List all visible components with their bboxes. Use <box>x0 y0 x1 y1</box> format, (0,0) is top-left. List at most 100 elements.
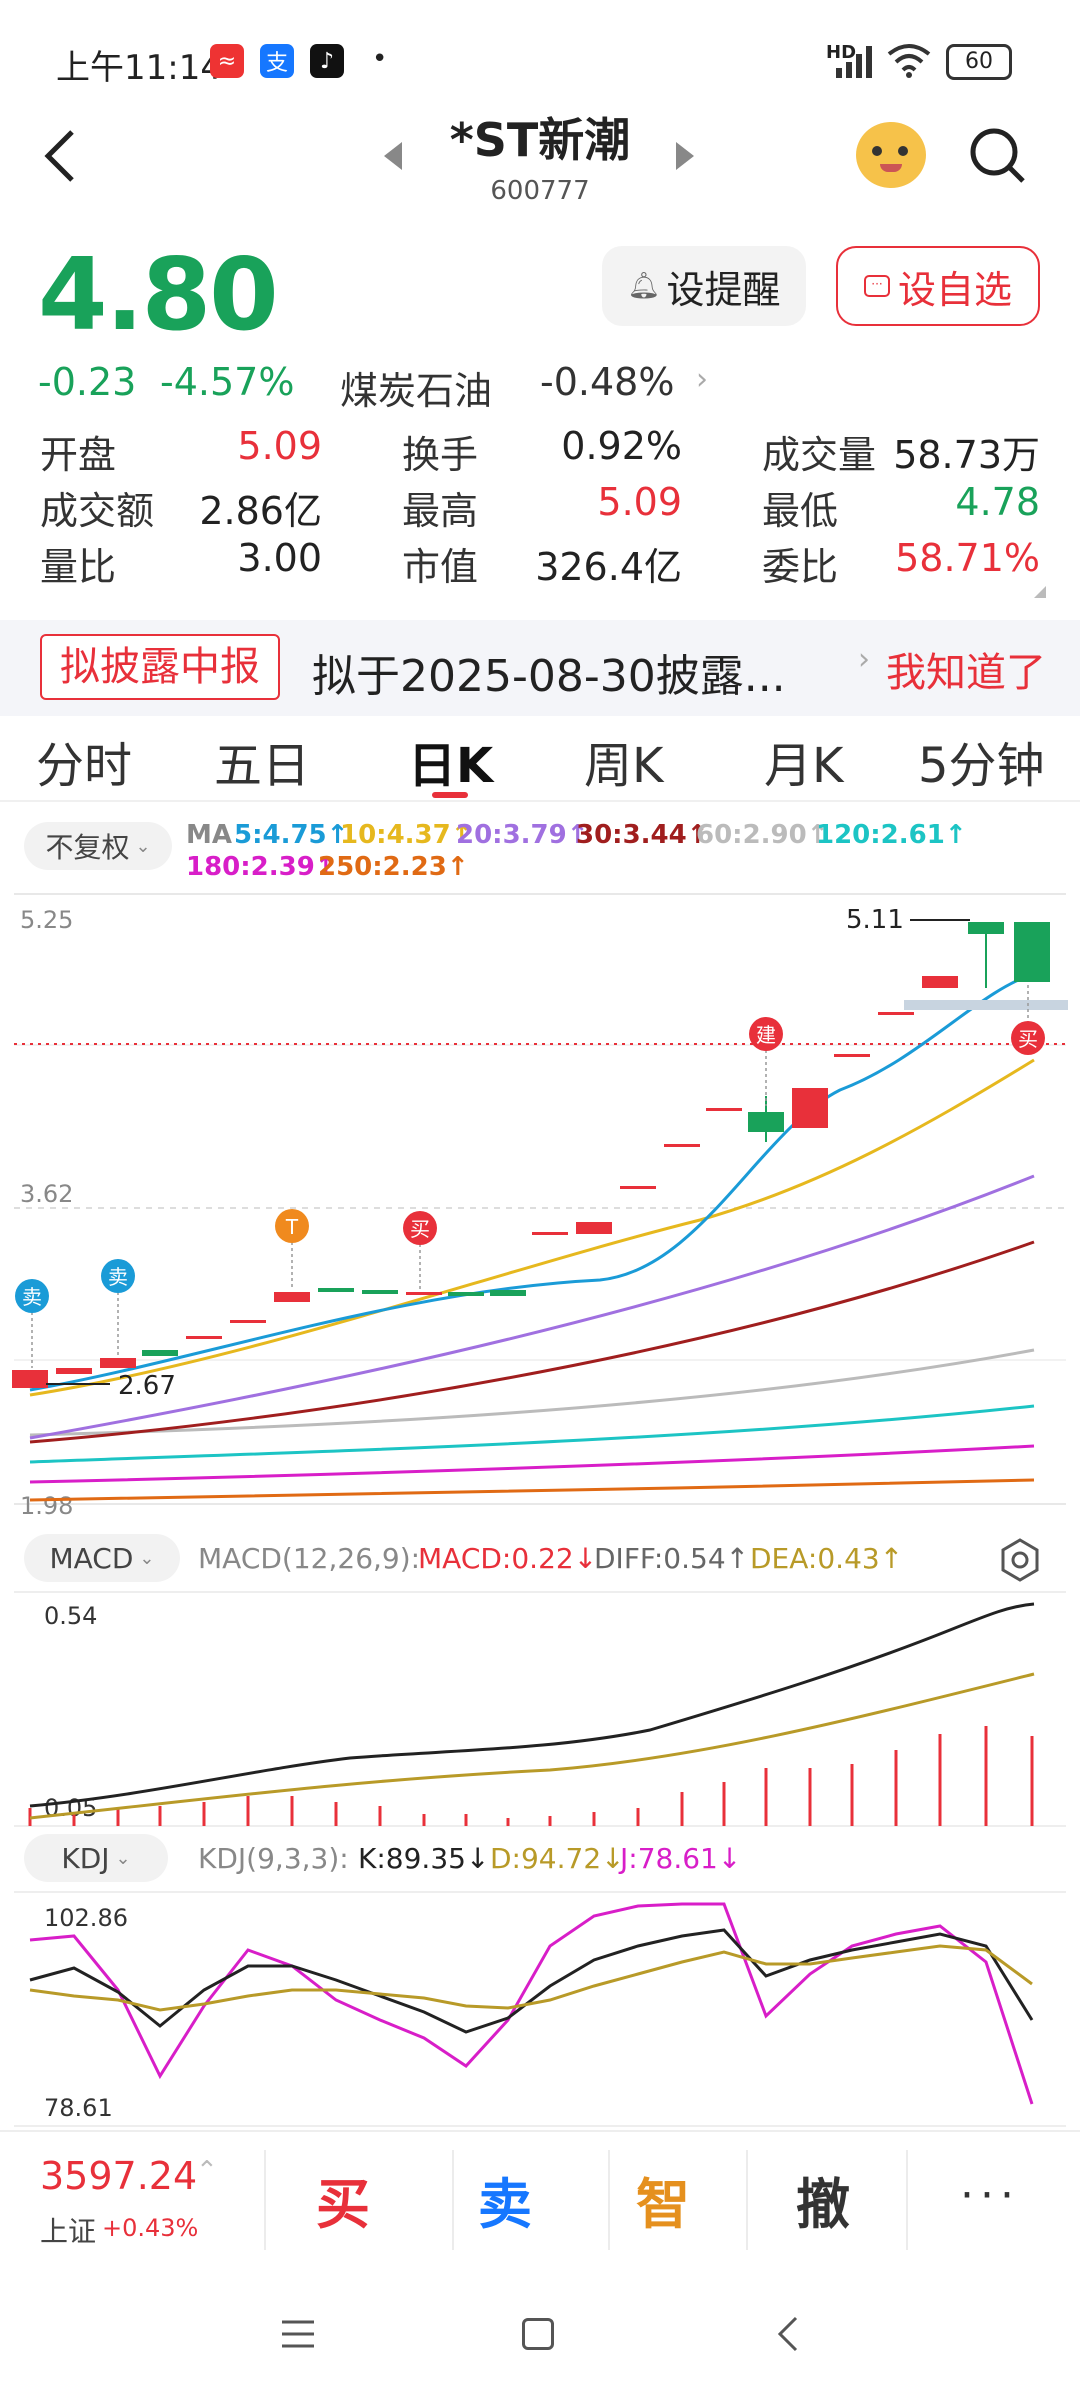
ma-legend-item: 5:4.75↑ <box>234 820 349 850</box>
buy-button[interactable]: 买 <box>316 2173 370 2236</box>
more-icon[interactable]: ··· <box>960 2170 1020 2221</box>
disclosure-text: 拟于2025-08-30披露... <box>312 651 786 702</box>
stat-value: 4.78 <box>955 480 1040 524</box>
macd-params: MACD(12,26,9): <box>198 1542 421 1575</box>
macd-value: MACD:0.22↓ <box>418 1542 598 1575</box>
macd-bar <box>592 1812 596 1826</box>
stat-label: 市值 <box>402 545 479 589</box>
candle <box>12 1370 48 1388</box>
disclosure-tag: 拟披露中报 <box>40 634 280 700</box>
smart-trade-button[interactable]: 智 <box>636 2173 690 2236</box>
candle <box>490 1290 526 1296</box>
search-icon[interactable] <box>968 126 1028 186</box>
stat-label: 开盘 <box>40 433 117 477</box>
stat-label: 成交额 <box>40 489 155 533</box>
sell-marker-badge[interactable] <box>15 1279 49 1313</box>
macd-bar <box>290 1796 294 1826</box>
candle <box>664 1144 700 1147</box>
ma-legend-item: 250:2.23↑ <box>318 852 469 882</box>
tab-item[interactable]: 5分钟 <box>918 738 1045 794</box>
disclosure-banner[interactable]: 拟披露中报 拟于2025-08-30披露... › 我知道了 <box>0 620 1080 716</box>
home-icon[interactable] <box>522 2318 554 2350</box>
chevron-up-icon[interactable]: ⌃ <box>196 2156 218 2186</box>
active-tab-indicator <box>432 792 468 798</box>
macd-chart[interactable]: 0.540.05 <box>0 1590 1080 1830</box>
buy-marker-badge[interactable] <box>403 1211 437 1245</box>
cancel-order-button[interactable]: 撤 <box>796 2173 850 2236</box>
kdj-y-top-label: 102.86 <box>44 1904 128 1932</box>
acknowledge-button[interactable]: 我知道了 <box>886 650 1046 696</box>
macd-bar <box>680 1792 684 1826</box>
expand-stats-icon[interactable] <box>1034 586 1046 598</box>
tab-item[interactable]: 周K <box>584 738 664 794</box>
candle <box>1014 922 1050 982</box>
sector-change[interactable]: -0.48% <box>540 360 675 404</box>
nav-back-icon[interactable] <box>772 2314 804 2354</box>
menu-icon[interactable] <box>278 2316 318 2352</box>
macd-bar <box>334 1802 338 1826</box>
macd-bar <box>116 1808 120 1826</box>
separator <box>906 2150 908 2250</box>
chevron-down-icon: ⌄ <box>135 835 151 857</box>
candle <box>532 1232 568 1235</box>
t-marker-badge[interactable] <box>275 1209 309 1243</box>
k-line <box>29 1928 1034 2034</box>
sell-button[interactable]: 卖 <box>478 2173 532 2236</box>
add-watchlist-button[interactable]: ··· 设自选 <box>836 246 1040 326</box>
set-alert-button[interactable]: 🔔︎ 设提醒 <box>602 246 806 326</box>
back-icon[interactable] <box>40 128 80 184</box>
ma-label: MA <box>186 820 232 850</box>
j-value: J:78.61↓ <box>620 1842 742 1875</box>
stat-value: 3.00 <box>237 536 322 580</box>
sector-chevron-icon[interactable]: › <box>696 362 708 397</box>
candle <box>834 1054 870 1057</box>
candle <box>100 1358 136 1368</box>
price-band <box>904 1000 1068 1010</box>
settings-icon[interactable] <box>996 1536 1044 1584</box>
tiktok-icon: ♪ <box>310 44 344 78</box>
buy-marker-label: 买 <box>1018 1027 1038 1051</box>
diff-line <box>29 1602 1035 1808</box>
prev-stock-icon[interactable] <box>384 142 402 170</box>
price-change: -0.23 <box>38 360 137 404</box>
adjust-select[interactable]: 不复权 ⌄ <box>24 822 172 870</box>
stat-label: 换手 <box>402 433 479 477</box>
kdj-params: KDJ(9,3,3): <box>198 1842 349 1875</box>
index-value[interactable]: 3597.24 <box>40 2154 198 2198</box>
macd-bar <box>938 1734 942 1826</box>
candle <box>878 1012 914 1015</box>
candle <box>922 976 958 988</box>
candle <box>318 1288 354 1292</box>
tab-item[interactable]: 月K <box>764 738 844 794</box>
candle <box>186 1336 222 1339</box>
build-marker-badge[interactable] <box>749 1017 783 1051</box>
next-stock-icon[interactable] <box>676 142 694 170</box>
kline-chart[interactable]: 5.253.621.985.112.67卖卖T 买建买 <box>0 890 1080 1520</box>
separator <box>264 2150 266 2250</box>
tab-item[interactable]: 五日 <box>214 738 311 794</box>
t-marker-label: T <box>285 1215 299 1239</box>
tab-item[interactable]: 分时 <box>36 738 133 794</box>
sell-marker-badge[interactable] <box>101 1259 135 1293</box>
tab-item[interactable]: 日K <box>408 738 494 794</box>
mascot-icon[interactable] <box>856 122 926 188</box>
buy-marker-badge[interactable] <box>1011 1021 1045 1055</box>
sector-name[interactable]: 煤炭石油 <box>340 369 493 413</box>
ma-line <box>29 1478 1035 1502</box>
macd-bar <box>1030 1736 1034 1826</box>
stat-value: 2.86亿 <box>199 489 322 533</box>
macd-bar <box>202 1802 206 1826</box>
stat-label: 最低 <box>762 489 839 533</box>
dea-line <box>29 1672 1035 1820</box>
ma-line <box>29 1240 1035 1444</box>
stat-value: 0.92% <box>561 424 682 468</box>
y-axis-bottom-label: 1.98 <box>20 1492 73 1520</box>
macd-bar <box>422 1814 426 1826</box>
kdj-chart[interactable]: 102.86 78.61 <box>0 1890 1080 2130</box>
ma-line <box>29 1444 1035 1484</box>
macd-select[interactable]: MACD ⌄ <box>24 1534 180 1582</box>
sell-marker-label: 卖 <box>22 1285 42 1309</box>
separator <box>746 2150 748 2250</box>
kdj-select[interactable]: KDJ ⌄ <box>24 1834 168 1882</box>
status-time: 上午11:14 <box>56 48 222 88</box>
